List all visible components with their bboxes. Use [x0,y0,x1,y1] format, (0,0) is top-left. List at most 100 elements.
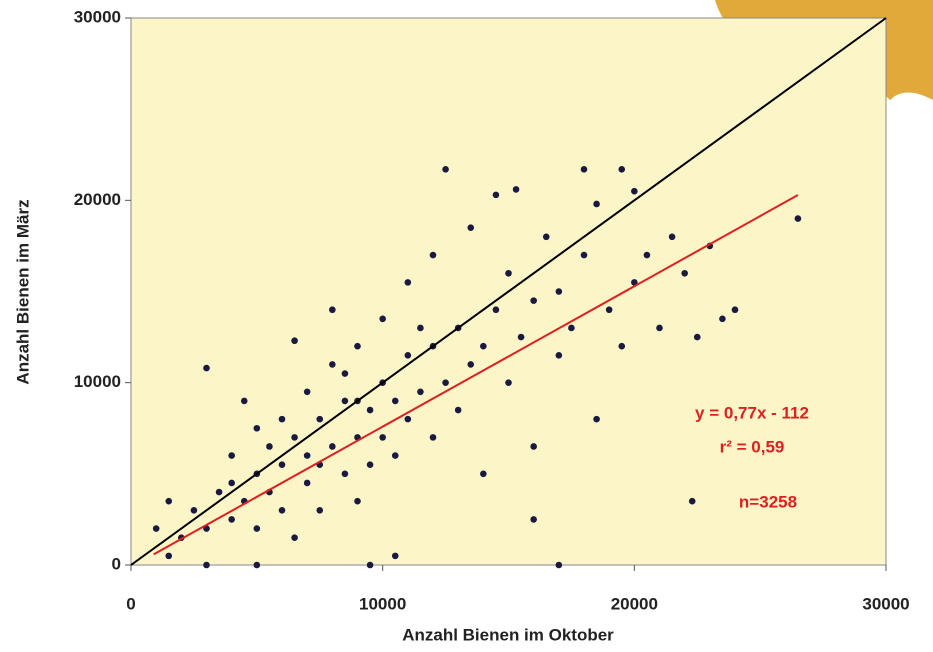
point [618,166,626,173]
point [467,361,475,368]
point [329,306,336,314]
point [266,443,273,450]
point [693,333,701,341]
point [731,306,739,314]
point [530,443,537,450]
y-tick-label: 0 [112,554,121,573]
x-tick-label: 20000 [611,594,658,613]
point [517,333,525,341]
point [618,342,626,350]
point [580,166,588,173]
point [580,251,588,259]
point [631,187,638,195]
point [391,452,399,459]
point [656,324,663,332]
point [253,424,261,432]
point [341,470,349,478]
point [341,397,349,405]
y-tick-label: 30000 [74,7,121,26]
point [429,434,437,441]
annotation: r² = 0,59 [720,437,785,456]
x-tick-label: 0 [126,594,135,613]
x-tick-label: 10000 [359,594,406,613]
point [530,516,537,523]
point [530,297,537,304]
point [228,479,235,487]
point [568,324,575,332]
point [278,461,286,469]
point [366,561,374,569]
point [190,507,198,514]
point [605,306,613,314]
point [417,388,424,396]
point [341,370,349,377]
point [366,406,374,414]
x-tick-label: 30000 [862,594,909,613]
point [303,452,311,459]
point [228,452,235,459]
point [505,269,512,277]
point [253,525,261,532]
point [152,525,160,532]
annotation: y = 0,77x - 112 [695,403,809,422]
point [354,342,361,350]
point [278,507,286,514]
point [442,166,449,173]
point [505,379,512,386]
point [417,324,424,332]
y-axis-title: Anzahl Bienen im März [13,199,32,384]
point [681,269,688,277]
point [379,434,386,441]
point [165,552,173,560]
annotation: n=3258 [739,492,797,511]
point [454,406,462,414]
point [643,251,651,259]
y-tick-label: 10000 [74,372,121,391]
point [404,279,412,286]
point [593,415,600,423]
x-axis-title: Anzahl Bienen im Oktober [402,625,614,644]
point [480,342,487,350]
point [555,352,563,359]
point [429,251,437,259]
reference-line [130,17,887,566]
point [291,337,298,345]
point [404,415,412,423]
point [291,434,298,441]
point [316,507,324,514]
point [719,315,726,323]
point [291,534,298,541]
point [631,279,638,286]
point [542,233,550,241]
point [794,215,802,222]
point [303,388,311,396]
point [492,191,500,199]
point [467,224,475,231]
point [555,561,563,569]
point [203,561,210,569]
point [165,497,173,505]
point [688,497,696,505]
point [203,364,210,372]
point [391,552,399,560]
point [492,306,500,314]
point [366,461,374,469]
point [593,200,600,208]
point [329,443,336,450]
point [555,288,563,295]
point [240,397,248,405]
point [316,415,324,423]
point [228,516,235,523]
point [253,561,261,569]
y-tick-label: 20000 [74,190,121,209]
point [391,397,399,405]
point [668,233,676,241]
point [215,488,223,496]
reference-line [153,194,799,556]
point [442,379,449,386]
point [329,361,336,368]
point [278,415,286,423]
point [303,479,311,487]
point [404,352,412,359]
